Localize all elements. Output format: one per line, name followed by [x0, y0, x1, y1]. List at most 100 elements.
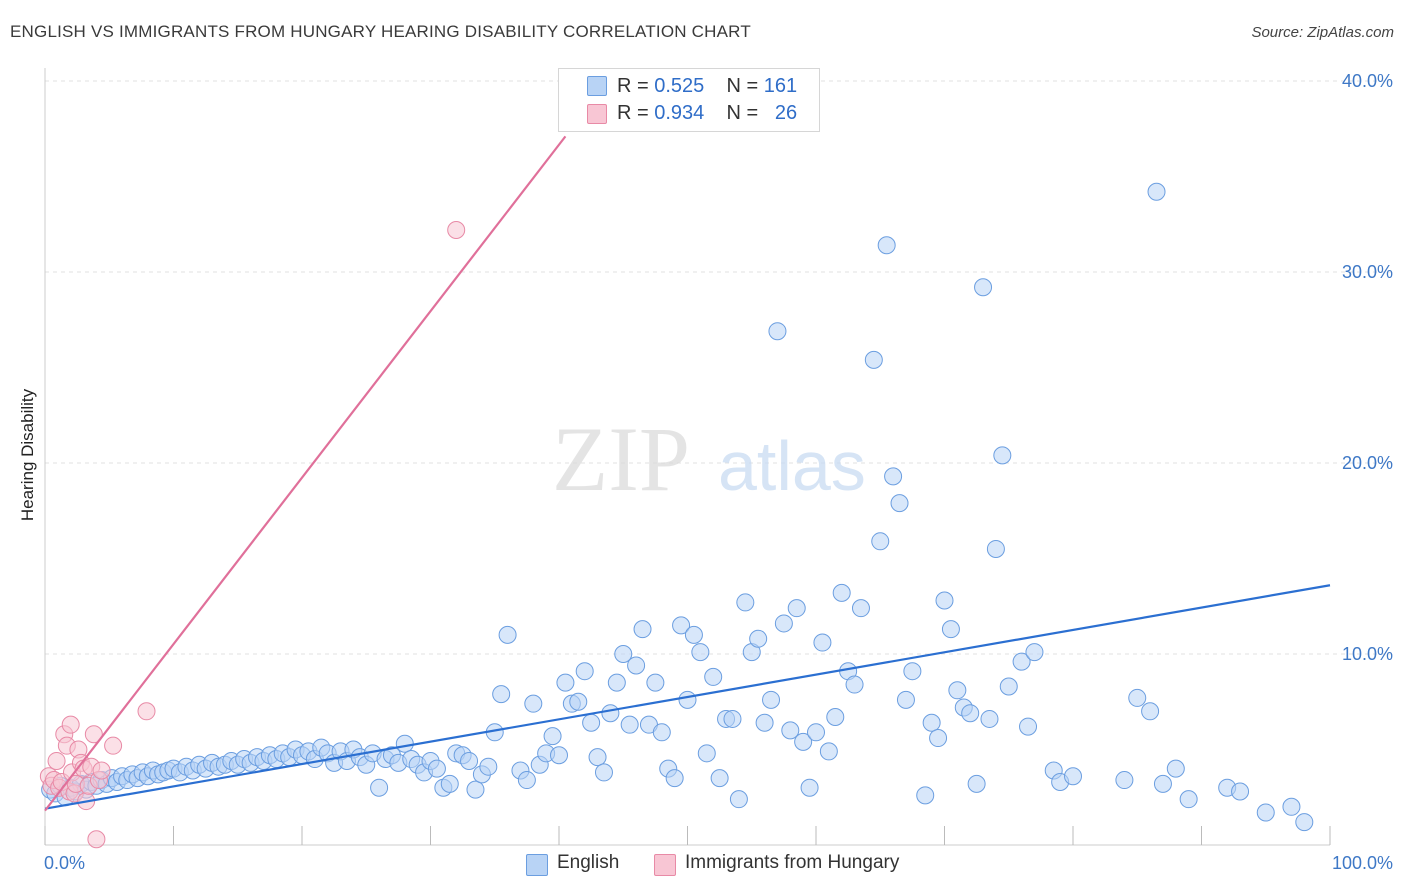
tick-labels: 10.0% 20.0% 30.0% 40.0% 0.0% 100.0%	[44, 71, 1393, 873]
english-point-114	[749, 629, 768, 648]
english-point-123	[807, 723, 825, 742]
english-n-label: N =	[726, 75, 764, 97]
english-point-125	[819, 742, 838, 761]
english-point-152	[1012, 652, 1031, 671]
english-point-102	[672, 616, 691, 635]
english-point-98	[646, 673, 665, 692]
y-tick-label-3: 40.0%	[1342, 71, 1393, 91]
english-point-118	[774, 614, 793, 633]
english-point-149	[986, 539, 1005, 558]
y-tick-label-1: 20.0%	[1342, 453, 1393, 473]
hungary-point-20	[87, 830, 106, 849]
english-point-162	[1153, 774, 1172, 793]
y-tick-label-0: 10.0%	[1342, 644, 1393, 664]
hungary-swatch	[587, 104, 607, 124]
english-point-112	[736, 593, 755, 612]
english-point-164	[1179, 790, 1198, 809]
english-point-140	[929, 729, 948, 748]
english-point-111	[729, 790, 748, 809]
legend-english-swatch	[526, 854, 548, 876]
english-point-167	[1256, 803, 1275, 822]
english-point-122	[800, 778, 819, 797]
grid-lines	[45, 80, 1392, 655]
chart-title: ENGLISH VS IMMIGRANTS FROM HUNGARY HEARI…	[10, 22, 751, 41]
english-point-71	[466, 780, 485, 799]
axes	[44, 68, 1331, 846]
english-point-60	[395, 734, 414, 753]
english-point-137	[903, 662, 922, 681]
english-r-value: 0.525	[654, 75, 705, 97]
english-point-142	[941, 620, 960, 639]
hungary-point-22	[92, 761, 111, 780]
english-point-133	[877, 236, 896, 255]
english-n-value: 161	[763, 75, 798, 97]
hungary-point-23	[104, 736, 123, 755]
english-point-161	[1147, 182, 1166, 201]
hungary-point-19	[84, 725, 103, 744]
english-point-120	[787, 599, 806, 618]
english-point-130	[851, 599, 870, 618]
english-point-160	[1141, 702, 1160, 721]
english-point-129	[845, 675, 864, 694]
english-point-83	[550, 746, 568, 765]
english-point-157	[1064, 767, 1082, 786]
english-point-87	[575, 662, 594, 681]
legend-english-label: English	[557, 852, 620, 873]
english-point-146	[967, 774, 986, 793]
english-point-166	[1231, 782, 1250, 801]
english-point-65	[427, 759, 446, 778]
english-point-158	[1115, 771, 1134, 790]
english-point-134	[884, 467, 903, 486]
english-point-67	[440, 774, 459, 793]
english-point-105	[691, 643, 710, 662]
english-point-136	[896, 690, 915, 709]
english-point-88	[582, 713, 601, 732]
hungary-point-25	[447, 220, 466, 239]
series-legend: English Immigrants from Hungary	[0, 852, 1406, 878]
english-point-116	[762, 690, 781, 709]
english-point-107	[704, 667, 723, 686]
watermark-atlas: atlas	[718, 427, 866, 505]
english-point-153	[1019, 717, 1038, 736]
legend-hungary-swatch	[654, 854, 676, 876]
y-axis-label: Hearing Disability	[18, 388, 37, 521]
english-point-119	[781, 721, 800, 740]
english-point-56	[370, 778, 389, 797]
english-point-126	[826, 708, 845, 727]
english-point-95	[627, 656, 646, 675]
english-point-127	[832, 583, 851, 602]
english-point-106	[697, 744, 716, 763]
english-point-115	[755, 713, 774, 732]
english-point-148	[980, 709, 999, 728]
english-point-132	[871, 532, 890, 551]
english-point-104	[684, 625, 703, 644]
english-point-154	[1025, 643, 1044, 662]
english-point-75	[492, 685, 511, 704]
english-point-103	[678, 690, 697, 709]
english-point-92	[607, 673, 626, 692]
hungary-n-value: 26	[774, 102, 798, 124]
hungary-point-3	[47, 751, 66, 770]
x-tick-label-1: 100.0%	[1332, 853, 1393, 873]
english-point-82	[543, 727, 562, 746]
hungary-n-label: N =	[726, 102, 764, 124]
english-point-124	[813, 633, 832, 652]
english-point-159	[1128, 688, 1147, 707]
hungary-trend-line	[44, 135, 567, 812]
english-point-78	[517, 771, 536, 790]
trend-lines	[44, 135, 1331, 812]
english-point-94	[620, 715, 639, 734]
english-point-89	[588, 748, 607, 767]
english-point-135	[890, 494, 909, 513]
english-point-150	[993, 446, 1012, 465]
english-point-110	[723, 709, 742, 728]
hungary-r-value: 0.934	[654, 102, 705, 124]
english-point-147	[974, 278, 993, 297]
english-point-99	[652, 723, 671, 742]
english-point-96	[633, 620, 652, 639]
english-point-168	[1282, 797, 1301, 816]
english-point-163	[1166, 759, 1185, 778]
hungary-r-label: R =	[617, 102, 655, 124]
english-point-169	[1295, 813, 1314, 832]
